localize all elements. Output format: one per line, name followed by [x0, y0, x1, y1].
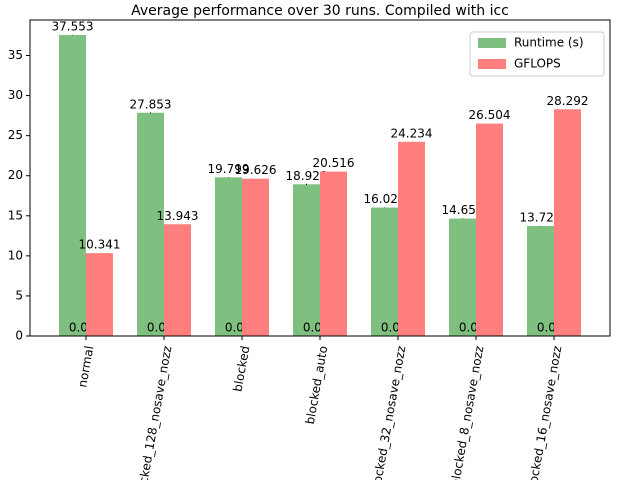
x-tick-label: normal [75, 345, 96, 389]
bar [242, 178, 269, 336]
legend-swatch [478, 38, 506, 48]
legend-label: GFLOPS [514, 57, 561, 71]
y-tick-label: 15 [8, 208, 23, 222]
bar [527, 225, 554, 336]
y-tick-label: 20 [8, 168, 23, 182]
y-tick-label: 35 [8, 48, 23, 62]
value-label: 24.234 [391, 126, 433, 140]
bar [293, 184, 320, 336]
value-label: 13.727 [520, 210, 562, 224]
value-label: 28.292 [547, 94, 589, 108]
bar [476, 123, 503, 336]
x-tick-label: blocked_8_nosave_nozz [448, 345, 487, 480]
bar [554, 109, 581, 337]
value-label: 27.853 [130, 97, 172, 111]
y-tick-label: 0 [15, 329, 23, 343]
y-tick-label: 10 [8, 248, 23, 262]
bar [398, 141, 425, 336]
value-label: 26.504 [469, 108, 511, 122]
x-tick-label: blocked_16_nosave_nozz [525, 345, 565, 480]
y-tick-label: 30 [8, 88, 23, 102]
x-tick-label: blocked_auto [303, 345, 331, 426]
x-tick-label: blocked [231, 345, 253, 393]
legend-swatch [478, 59, 506, 69]
x-tick-label: blocked_32_nosave_nozz [369, 345, 409, 480]
y-tick-label: 25 [8, 128, 23, 142]
plot-frame [29, 19, 611, 337]
bar [371, 207, 398, 336]
chart-title: Average performance over 30 runs. Compil… [131, 3, 509, 19]
value-label: 14.653 [442, 203, 484, 217]
value-label: 10.341 [79, 238, 121, 252]
x-tick-label: blocked_128_nosave_nozz [133, 345, 174, 480]
value-label: 16.025 [364, 192, 406, 206]
bar [59, 35, 86, 336]
value-label: 13.943 [157, 209, 199, 223]
bar [320, 171, 347, 336]
legend-label: Runtime (s) [514, 36, 584, 50]
bar [449, 218, 476, 336]
bar [137, 112, 164, 336]
bar [86, 253, 113, 336]
y-tick-label: 5 [15, 288, 23, 302]
value-label: 37.553 [52, 20, 94, 34]
bar [215, 177, 242, 336]
value-label: 18.929 [286, 169, 328, 183]
value-label: 20.516 [313, 156, 355, 170]
value-label: 19.799 [208, 162, 250, 176]
value-label: 19.626 [235, 163, 277, 177]
bar [164, 224, 191, 336]
